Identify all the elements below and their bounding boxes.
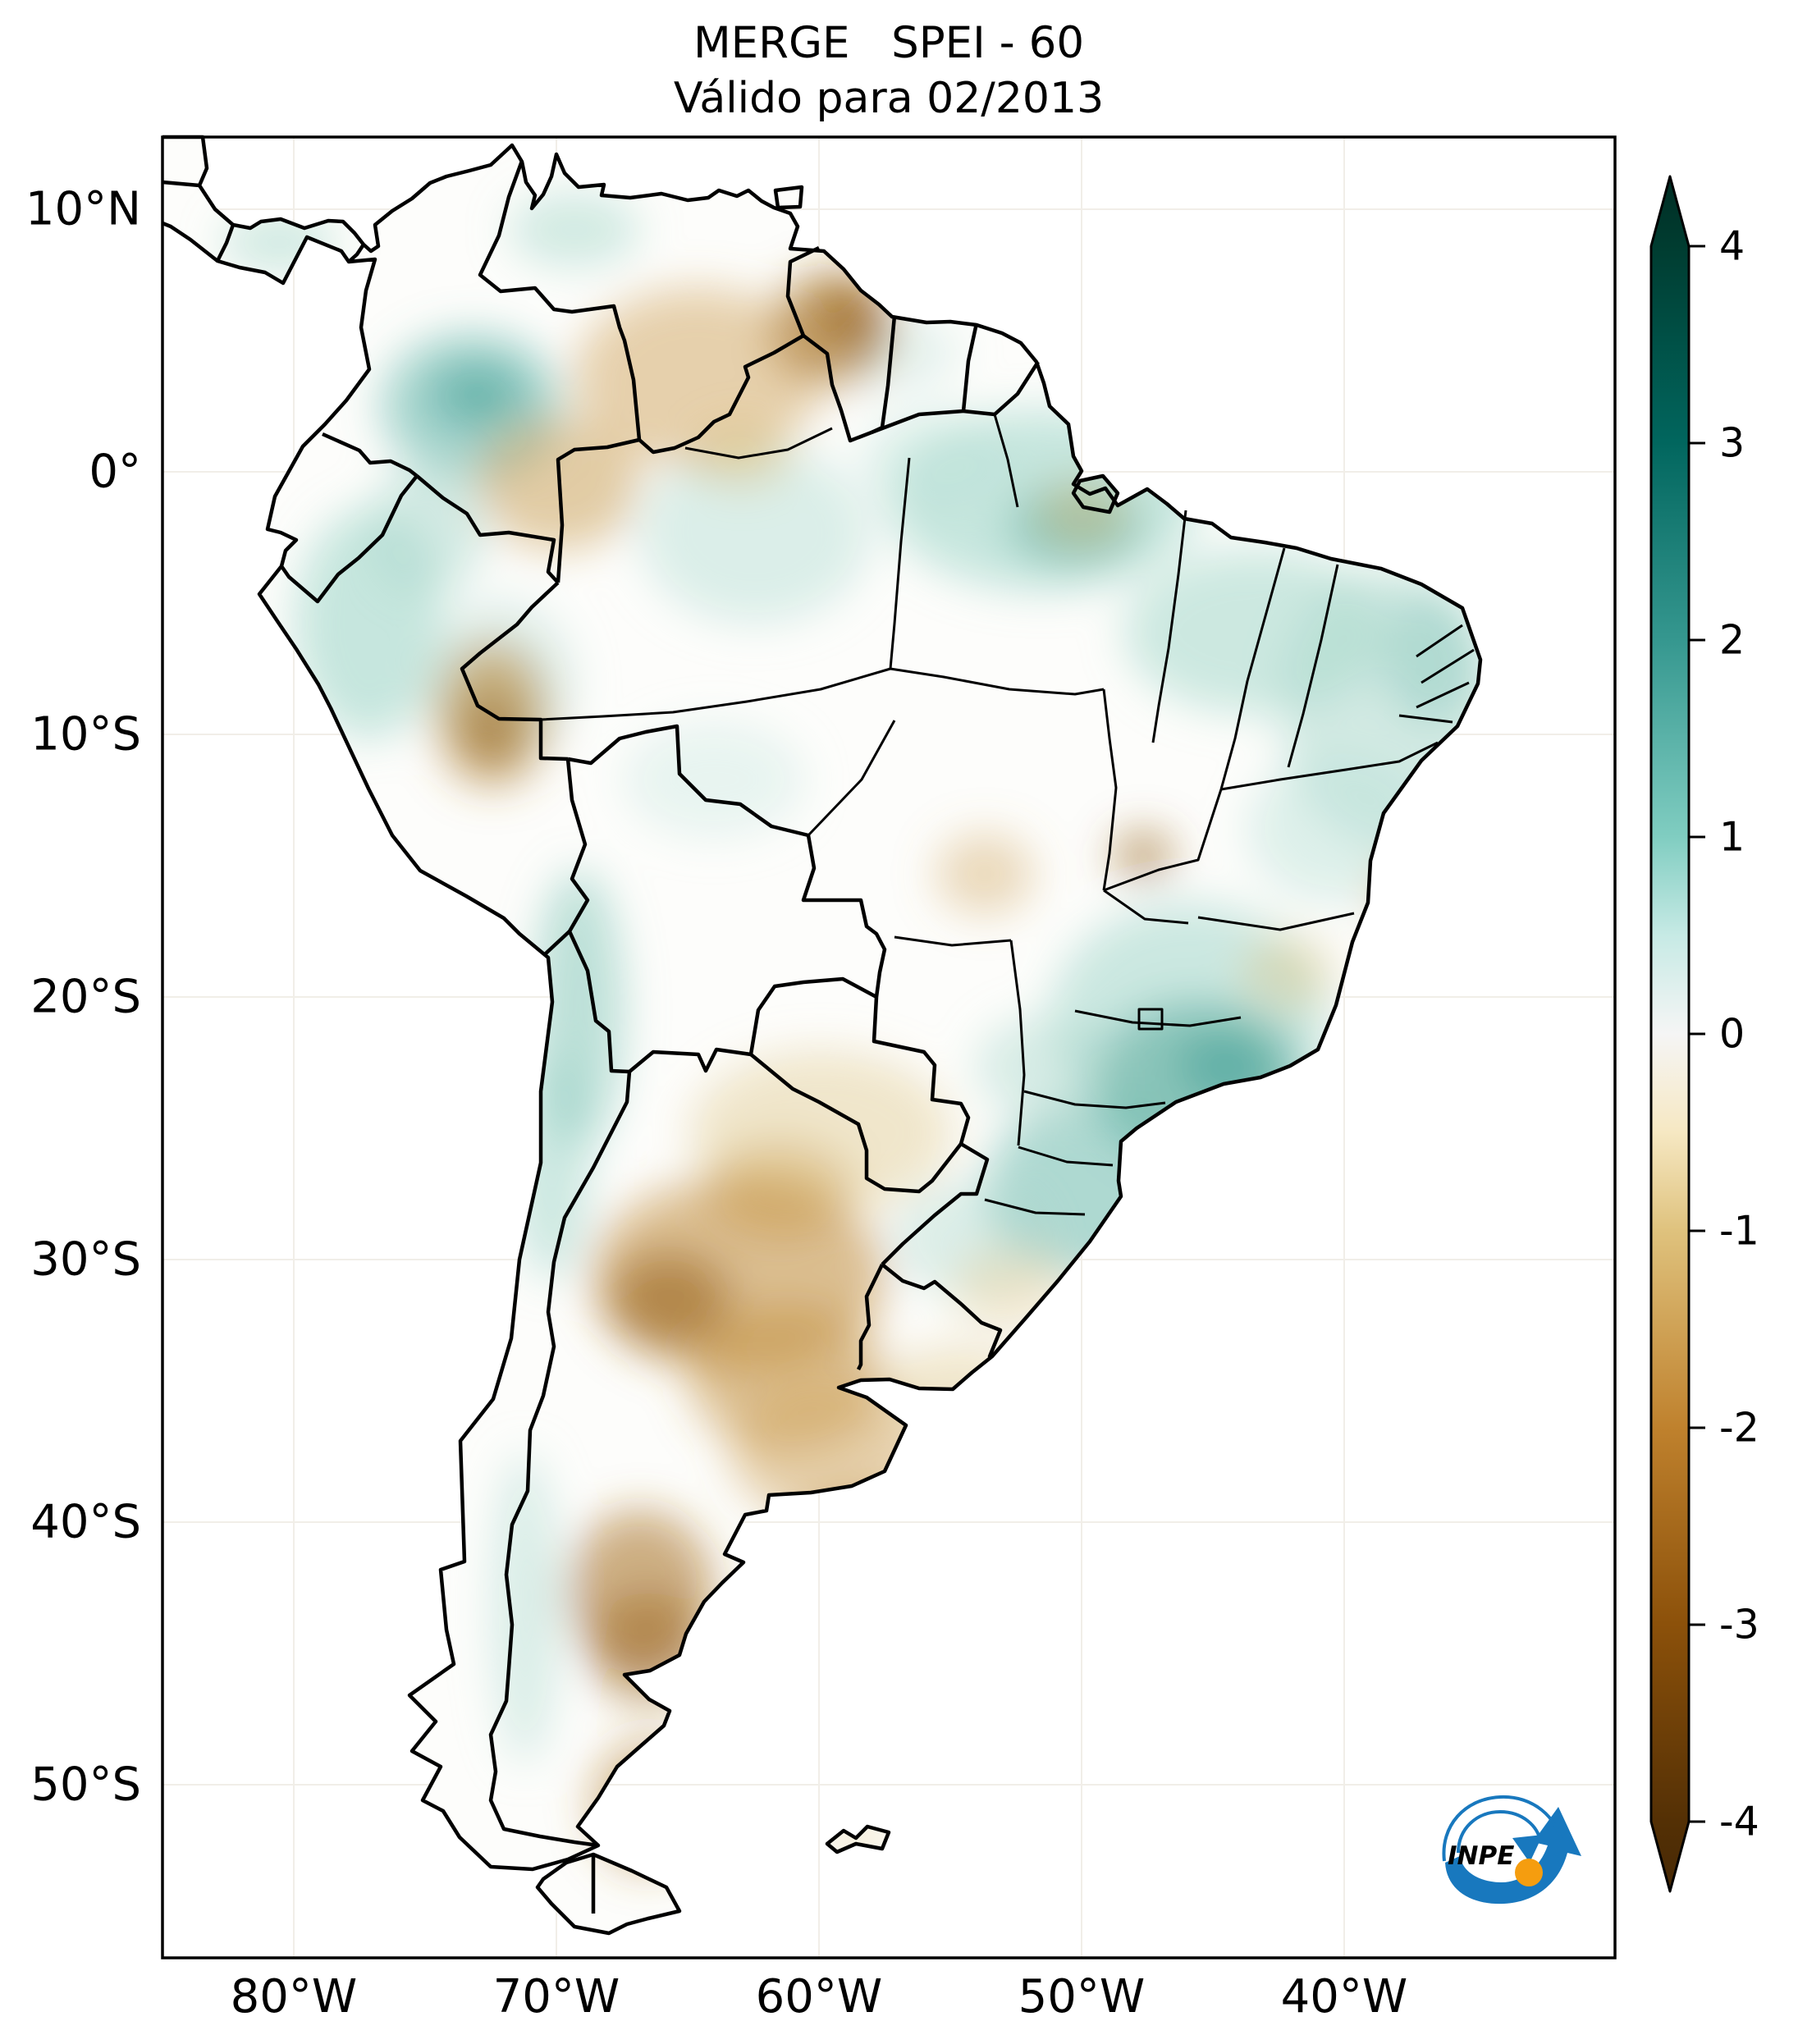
- colorbar-tick-labels: 4 3 2 1 0 -1 -2 -3 -4: [1719, 223, 1759, 1845]
- lon-tick-70w: 70°W: [493, 1970, 620, 2023]
- lon-tick-40w: 40°W: [1281, 1970, 1408, 2023]
- colorbar: 4 3 2 1 0 -1 -2 -3 -4: [1649, 175, 1759, 1893]
- lat-tick-40s: 40°S: [30, 1496, 141, 1549]
- longitude-labels: 80°W 70°W 60°W 50°W 40°W: [231, 1970, 1408, 2023]
- cbar-label-0: 0: [1719, 1011, 1745, 1058]
- lat-tick-20s: 20°S: [30, 971, 141, 1024]
- coastline: [162, 135, 1483, 1936]
- inpe-logo-text: INPE: [1448, 1841, 1514, 1871]
- inpe-logo-sun: [1515, 1859, 1543, 1886]
- cbar-label-neg4: -4: [1719, 1799, 1759, 1845]
- cbar-label-4: 4: [1719, 223, 1745, 270]
- cbar-label-neg2: -2: [1719, 1405, 1759, 1452]
- state-borders: [540, 414, 1475, 1216]
- inpe-logo-outer-arc: [1442, 1795, 1563, 1862]
- map-subtitle: Válido para 02/2013: [673, 74, 1105, 123]
- cbar-label-2: 2: [1719, 617, 1745, 664]
- inpe-logo: INPE: [1442, 1795, 1581, 1905]
- lat-tick-30s: 30°S: [30, 1233, 141, 1287]
- inpe-logo-big-arrow: [1445, 1807, 1581, 1905]
- cbar-label-3: 3: [1719, 420, 1745, 467]
- inpe-logo-small-arrowhead: [1512, 1835, 1543, 1863]
- lon-tick-50w: 50°W: [1018, 1970, 1146, 2023]
- country-borders: [162, 160, 1040, 1914]
- lat-tick-50s: 50°S: [30, 1758, 141, 1812]
- cbar-label-neg3: -3: [1719, 1602, 1759, 1648]
- colorbar-gradient-bar: [1649, 175, 1690, 1893]
- cbar-label-neg1: -1: [1719, 1208, 1759, 1255]
- small-square-outline: [1137, 1008, 1164, 1031]
- inpe-logo-inner-arc: [1457, 1809, 1542, 1854]
- lon-tick-60w: 60°W: [756, 1970, 883, 2023]
- colorbar-ticks: [1689, 245, 1705, 1823]
- map-frame: [161, 135, 1617, 1959]
- lat-tick-0: 0°: [89, 446, 141, 499]
- lon-tick-80w: 80°W: [231, 1970, 358, 2023]
- lat-tick-10n: 10°N: [25, 183, 141, 236]
- latitude-labels: 10°N 0° 10°S 20°S 30°S 40°S 50°S: [25, 183, 141, 1812]
- lat-tick-10s: 10°S: [30, 708, 141, 761]
- spei-raster-field: [162, 137, 1480, 1933]
- map-title: MERGE SPEI - 60: [693, 18, 1085, 68]
- cbar-label-1: 1: [1719, 814, 1745, 861]
